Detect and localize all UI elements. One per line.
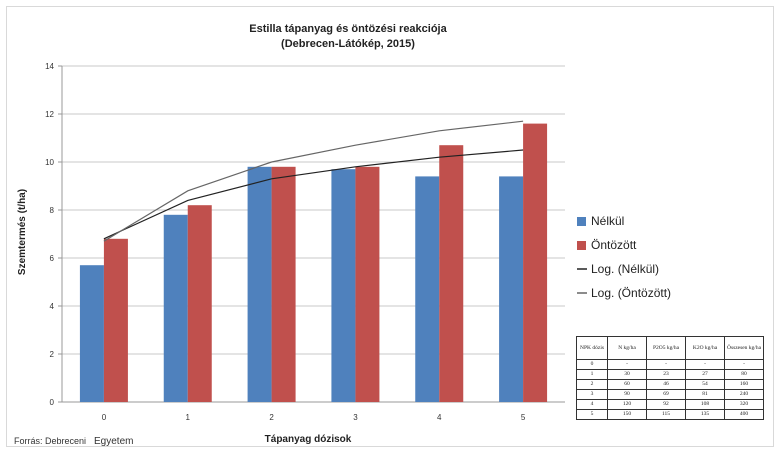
npk-header-dose: NPK dózis [576, 336, 608, 360]
npk-table-cell: 400 [724, 409, 764, 420]
bar-nélkül-2 [247, 166, 272, 402]
npk-header-k2o: K2O kg/ha [685, 336, 725, 360]
npk-table-cell: 30 [607, 369, 647, 380]
npk-table-cell: 81 [685, 389, 725, 400]
bar-öntözött-4 [439, 145, 464, 402]
chart-title-line1: Estilla tápanyag és öntözési reakciója [249, 23, 447, 35]
npk-table-cell: 1 [576, 369, 608, 380]
npk-table-cell: 115 [646, 409, 686, 420]
x-tick-label: 2 [269, 413, 274, 422]
npk-table-cell: 240 [724, 389, 764, 400]
legend-swatch [577, 241, 586, 250]
npk-table-row: 0---- [576, 359, 764, 370]
npk-header-total: Összesen kg/ha [724, 336, 764, 360]
npk-table-cell: 108 [685, 399, 725, 410]
npk-table-cell: 23 [646, 369, 686, 380]
x-tick-label: 1 [186, 413, 191, 422]
npk-header-n: N kg/ha [607, 336, 647, 360]
npk-table-cell: 54 [685, 379, 725, 390]
x-tick-label: 0 [102, 413, 107, 422]
y-tick-label: 14 [45, 62, 54, 71]
bar-öntözött-0 [103, 238, 128, 402]
bar-nélkül-0 [79, 265, 104, 402]
y-tick-label: 10 [45, 158, 54, 167]
npk-table-cell: 69 [646, 389, 686, 400]
npk-table-cell: 2 [576, 379, 608, 390]
y-axis-label: Szemtermés (t/ha) [17, 189, 28, 275]
bar-öntözött-2 [271, 166, 296, 402]
bar-nélkül-5 [499, 176, 524, 402]
legend-label: Nélkül [591, 214, 624, 228]
npk-table-row: 3 90 69 81 240 [576, 389, 764, 400]
npk-table-cell: - [646, 359, 686, 370]
npk-table-cell: 92 [646, 399, 686, 410]
bar-öntözött-5 [523, 123, 548, 402]
npk-table-cell: 120 [607, 399, 647, 410]
legend-label: Log. (Öntözött) [591, 286, 671, 300]
npk-table-cell: 80 [724, 369, 764, 380]
bar-nélkül-3 [331, 169, 356, 402]
y-tick-label: 4 [50, 302, 55, 311]
npk-header-p2o5: P2O5 kg/ha [646, 336, 686, 360]
x-tick-label: 3 [353, 413, 358, 422]
npk-table-cell: 46 [646, 379, 686, 390]
npk-table-cell: - [607, 359, 647, 370]
npk-table-cell: 90 [607, 389, 647, 400]
npk-table-header-row: NPK dózis N kg/ha P2O5 kg/ha K2O kg/ha Ö… [576, 336, 764, 360]
y-tick-label: 12 [45, 110, 54, 119]
npk-table-cell: 135 [685, 409, 725, 420]
y-tick-label: 6 [50, 254, 55, 263]
npk-table-cell: 60 [607, 379, 647, 390]
npk-table-row: 5 150 115 135 400 [576, 409, 764, 420]
npk-table: NPK dózis N kg/ha P2O5 kg/ha K2O kg/ha Ö… [576, 336, 764, 420]
npk-table-cell: - [724, 359, 764, 370]
legend-swatch [577, 217, 586, 226]
npk-table-row: 2 60 46 54 160 [576, 379, 764, 390]
y-tick-label: 0 [50, 398, 55, 407]
source-emphasis: Egyetem [94, 436, 133, 447]
x-tick-label: 5 [521, 413, 526, 422]
chart-title-line2: (Debrecen-Látókép, 2015) [281, 38, 415, 50]
npk-table-cell: 3 [576, 389, 608, 400]
npk-table-cell: 0 [576, 359, 608, 370]
y-tick-label: 8 [50, 206, 55, 215]
npk-table-cell: 320 [724, 399, 764, 410]
npk-table-cell: 4 [576, 399, 608, 410]
npk-table-cell: 27 [685, 369, 725, 380]
trendline-1 [103, 120, 524, 242]
legend-label: Öntözött [591, 238, 637, 252]
bar-öntözött-1 [187, 205, 212, 402]
legend-label: Log. (Nélkül) [591, 262, 659, 276]
bar-nélkül-1 [163, 214, 188, 402]
npk-table-cell: 150 [607, 409, 647, 420]
y-tick-label: 2 [50, 350, 55, 359]
trendline-0 [103, 149, 524, 240]
npk-table-row: 4 120 92 108 320 [576, 399, 764, 410]
npk-table-cell: 160 [724, 379, 764, 390]
source-label: Forrás: Debreceni [14, 436, 86, 446]
bar-nélkül-4 [415, 176, 440, 402]
bar-öntözött-3 [355, 166, 380, 402]
x-axis-label: Tápanyag dózisok [265, 434, 352, 445]
npk-table-cell: 5 [576, 409, 608, 420]
x-tick-label: 4 [437, 413, 442, 422]
npk-table-cell: - [685, 359, 725, 370]
npk-table-row: 1 30 23 27 80 [576, 369, 764, 380]
